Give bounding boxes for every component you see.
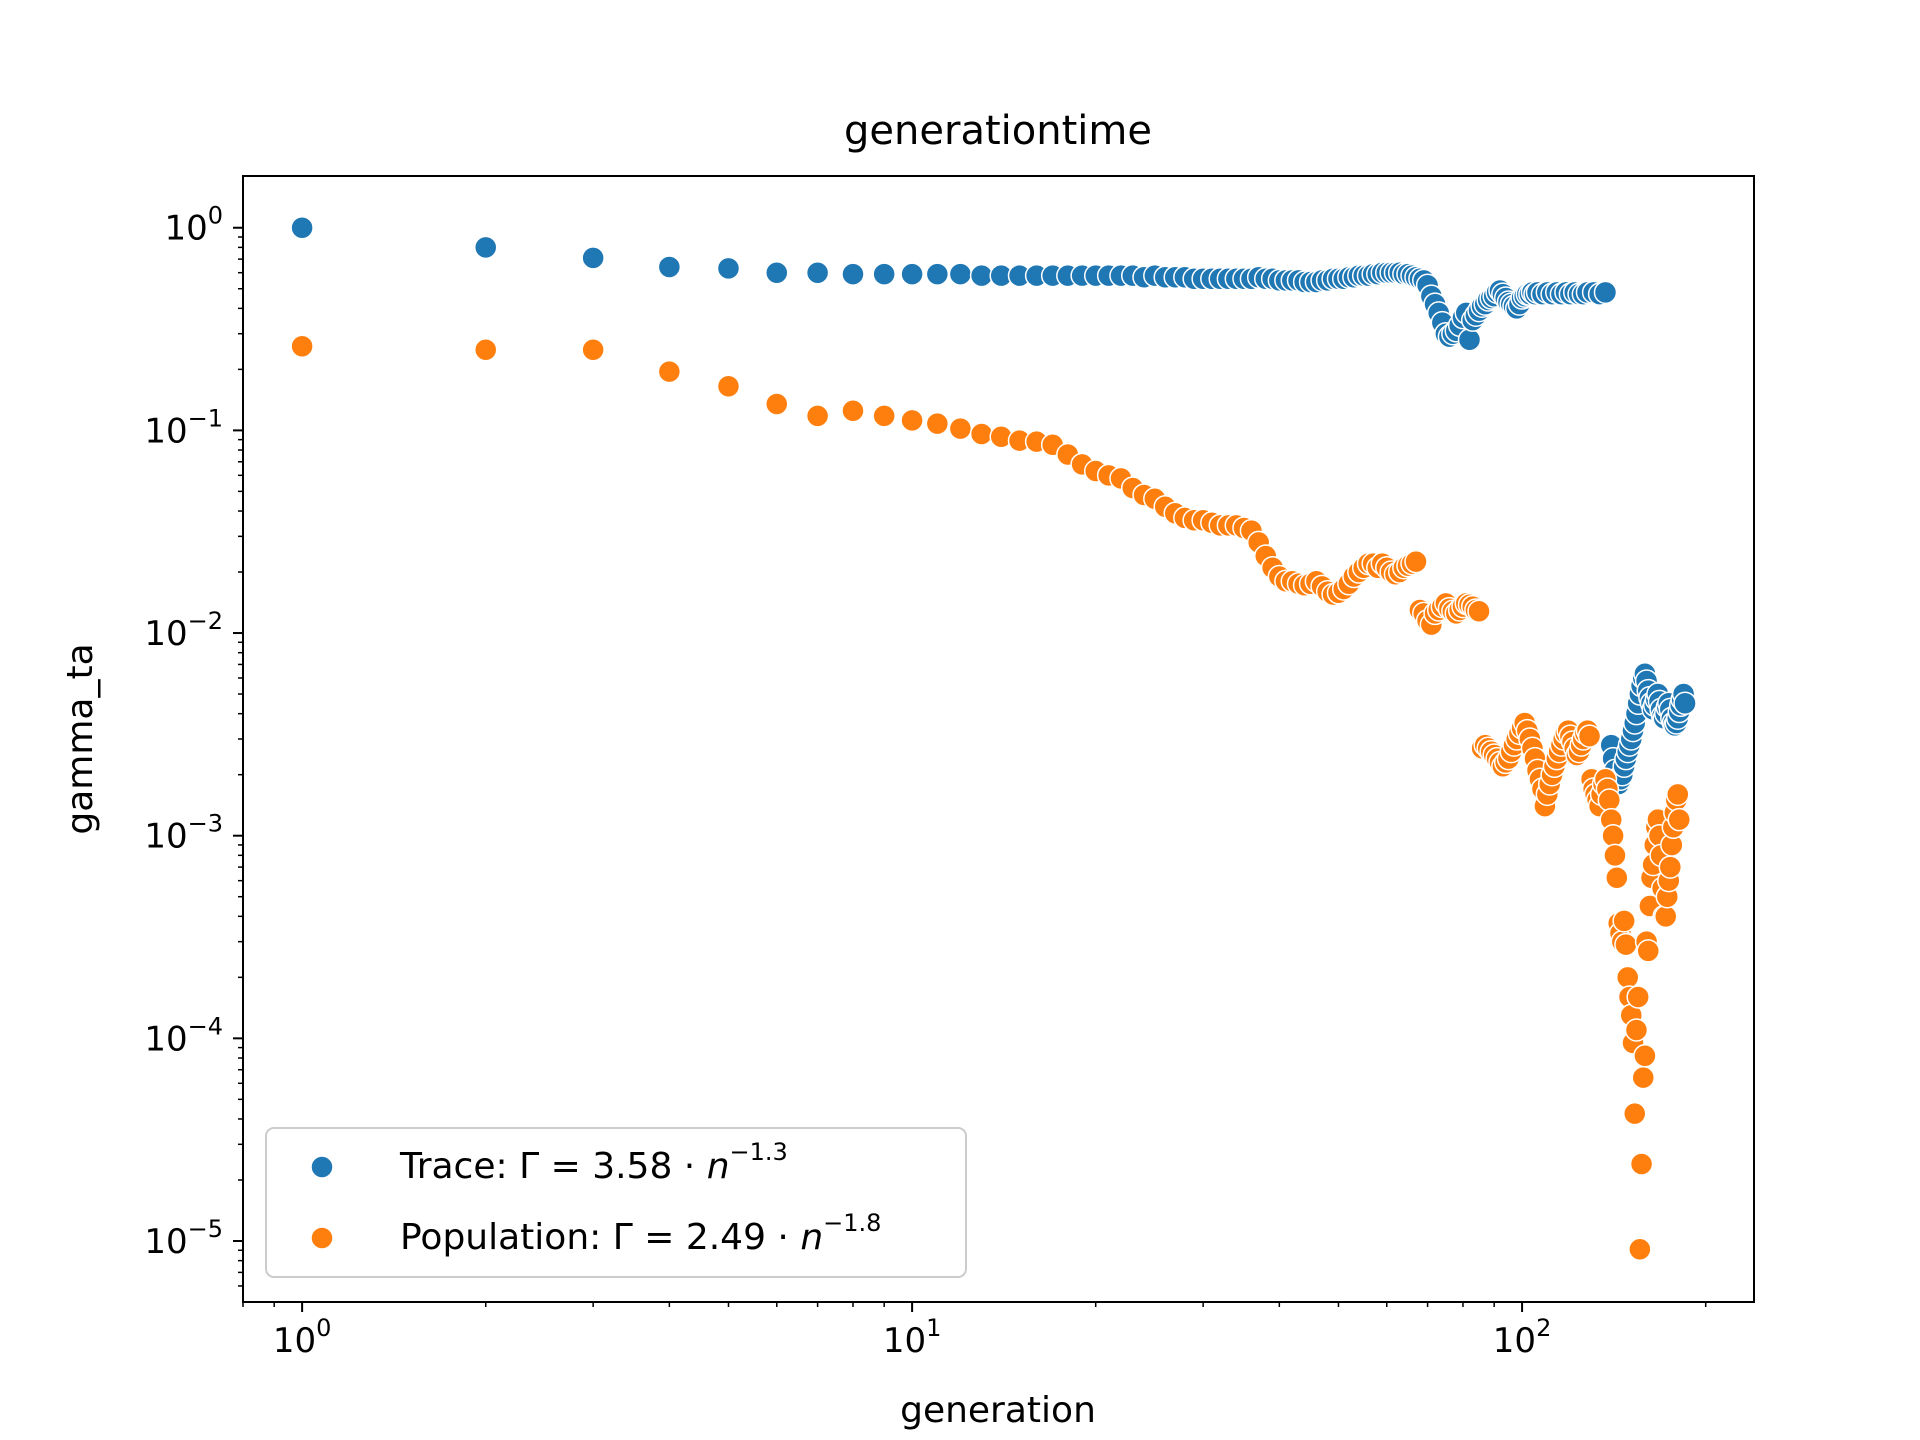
data-point [1404, 549, 1428, 574]
data-point [872, 262, 896, 286]
data-point [1667, 807, 1692, 832]
data-point [1622, 1101, 1647, 1126]
data-point [581, 246, 605, 270]
y-axis-label: gamma_ta [60, 643, 101, 834]
data-point [1666, 782, 1690, 807]
data-point [1628, 1237, 1652, 1262]
data-point [841, 262, 865, 286]
legend-population-gamma: Γ [613, 1217, 633, 1258]
legend-trace-prefix: Trace: [399, 1146, 519, 1187]
x-tick-label: 102 [1493, 1314, 1552, 1361]
data-point [1629, 1152, 1654, 1176]
data-point [1603, 843, 1627, 868]
data-point [1636, 939, 1660, 963]
legend-trace-n: n [707, 1146, 730, 1187]
legend-marker-trace [310, 1155, 334, 1179]
legend-population-n: n [800, 1217, 823, 1258]
data-point [1624, 1018, 1649, 1042]
data-point [1615, 965, 1640, 990]
data-point [1467, 599, 1491, 624]
data-point [657, 255, 682, 279]
legend-label-population: Population: Γ = 2.49 · n−1.8 [400, 1209, 881, 1258]
data-point [1654, 904, 1678, 929]
data-point [969, 263, 994, 288]
legend-population-prefix: Population: [400, 1217, 613, 1258]
legend: Trace: Γ = 3.58 · n−1.3 Population: Γ = … [265, 1127, 967, 1278]
data-point [1631, 1065, 1656, 1090]
chart-title: generationtime [844, 108, 1152, 154]
x-axis-label: generation [900, 1390, 1096, 1431]
y-tick-label: 10−4 [144, 1012, 223, 1059]
x-tick-label: 101 [883, 1314, 942, 1361]
data-point [716, 374, 741, 399]
data-point [716, 256, 741, 281]
data-point [900, 408, 924, 433]
legend-trace-equation: = 3.58 · [539, 1146, 707, 1187]
legend-label-trace: Trace: Γ = 3.58 · n−1.3 [399, 1138, 788, 1187]
data-point [969, 422, 994, 446]
legend-trace-gamma: Γ [519, 1146, 539, 1187]
data-point [473, 337, 498, 362]
data-points [290, 215, 1697, 1262]
data-point [1614, 932, 1638, 957]
y-tick-label: 100 [164, 202, 223, 249]
data-point [765, 260, 789, 285]
data-point [948, 416, 973, 441]
data-point [1605, 866, 1629, 890]
data-point [581, 337, 605, 362]
data-point [765, 392, 789, 416]
y-tick-label: 10−5 [144, 1215, 223, 1262]
data-point [948, 262, 973, 286]
legend-box [265, 1127, 967, 1278]
legend-population-equation: = 2.49 · [633, 1217, 801, 1258]
data-point [1658, 855, 1683, 879]
data-point [1577, 724, 1602, 748]
y-tick-label: 10−2 [144, 607, 223, 654]
y-axis: 100 10−1 10−2 10−3 10−4 10−5 [144, 202, 243, 1287]
data-point [805, 404, 830, 428]
data-point [805, 260, 830, 285]
data-point [925, 262, 950, 286]
y-tick-label: 10−1 [144, 404, 223, 451]
data-point [657, 359, 682, 384]
data-point [290, 334, 314, 359]
data-point [1593, 280, 1618, 305]
data-point [1673, 691, 1697, 716]
data-point [1633, 1044, 1657, 1068]
legend-population-exponent: −1.8 [823, 1209, 881, 1237]
data-point [1626, 985, 1650, 1009]
x-tick-label: 100 [273, 1314, 332, 1361]
data-point [1601, 823, 1625, 848]
legend-marker-population [310, 1226, 334, 1250]
data-point [1612, 909, 1636, 933]
legend-trace-exponent: −1.3 [730, 1138, 788, 1166]
data-point [841, 399, 865, 423]
data-point [1597, 788, 1622, 812]
data-point [473, 235, 498, 260]
data-point [872, 404, 896, 428]
data-point [900, 262, 924, 286]
data-point [925, 411, 950, 436]
data-point [290, 215, 314, 240]
x-axis: 100 101 102 [242, 1302, 1707, 1361]
data-point [1457, 328, 1482, 352]
y-tick-label: 10−3 [144, 810, 223, 857]
